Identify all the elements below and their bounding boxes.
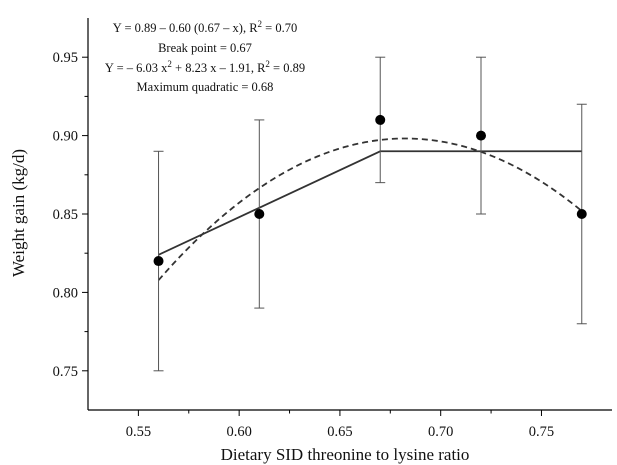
y-tick-label: 0.90 bbox=[53, 129, 78, 145]
x-tick-label: 0.55 bbox=[126, 424, 151, 440]
y-tick-label: 0.95 bbox=[53, 50, 78, 66]
data-point bbox=[576, 209, 587, 219]
axes bbox=[87, 18, 612, 411]
annotation-bp: Break point = 0.67 bbox=[158, 41, 252, 55]
broken-line-fit bbox=[158, 150, 582, 256]
x-tick-label: 0.60 bbox=[226, 424, 251, 440]
x-axis-title: Dietary SID threonine to lysine ratio bbox=[221, 445, 470, 464]
annotation-eq1: Y = 0.89 – 0.60 (0.67 – x), R2 = 0.70 bbox=[113, 19, 297, 35]
data-point bbox=[153, 256, 164, 267]
equation-annotations: Y = 0.89 – 0.60 (0.67 – x), R2 = 0.70 Bre… bbox=[105, 19, 305, 94]
annotation-eq2: Y = – 6.03 x2 + 8.23 x – 1.91, R2 = 0.89 bbox=[105, 59, 305, 75]
y-tick-label: 0.85 bbox=[53, 207, 78, 223]
plot-area bbox=[153, 56, 587, 372]
data-point bbox=[375, 114, 386, 125]
ticks: 0.55 0.60 0.65 0.70 0.75 0.75 0.80 0.85 0.90 0.95 bbox=[53, 50, 555, 440]
x-tick-label: 0.75 bbox=[529, 424, 554, 440]
quadratic-fit-line bbox=[157, 137, 583, 281]
x-tick-label: 0.65 bbox=[327, 424, 352, 440]
annotation-mq: Maximum quadratic = 0.68 bbox=[137, 80, 274, 94]
y-axis-title: Weight gain (kg/d) bbox=[9, 149, 28, 277]
x-tick-label: 0.70 bbox=[428, 424, 453, 440]
y-tick-label: 0.75 bbox=[53, 364, 78, 380]
y-tick-label: 0.80 bbox=[53, 285, 78, 301]
data-point bbox=[476, 130, 486, 141]
data-point bbox=[254, 209, 265, 219]
